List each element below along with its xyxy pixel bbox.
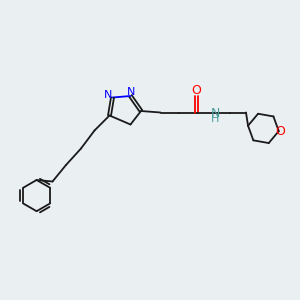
Text: H: H (211, 113, 219, 124)
Text: N: N (210, 106, 220, 120)
Text: O: O (192, 84, 201, 98)
Text: N: N (127, 87, 135, 98)
Text: O: O (275, 124, 285, 138)
Text: N: N (104, 89, 112, 100)
